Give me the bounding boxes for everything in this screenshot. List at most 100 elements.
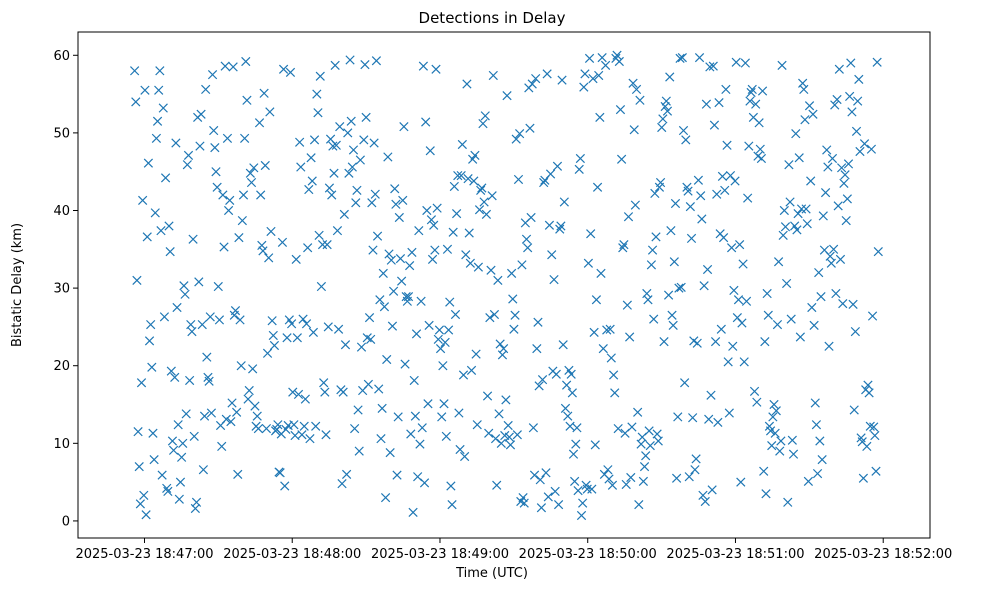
data-point [151, 133, 162, 143]
data-point [521, 234, 532, 244]
data-point [311, 421, 321, 431]
data-point [578, 498, 588, 508]
data-point [518, 493, 528, 503]
data-point [658, 114, 668, 124]
data-point [382, 354, 392, 365]
data-point [663, 290, 674, 300]
data-point [267, 316, 277, 326]
data-point [132, 275, 142, 285]
data-point [534, 381, 544, 391]
data-point [777, 60, 787, 70]
data-point [600, 60, 611, 70]
y-tick-label: 40 [53, 204, 70, 219]
data-point [464, 228, 474, 238]
data-point [859, 139, 870, 149]
data-point [621, 479, 631, 490]
data-point [133, 427, 143, 437]
data-point [662, 106, 673, 116]
data-point [317, 240, 328, 250]
data-point [702, 264, 713, 275]
data-point [618, 243, 628, 253]
data-point [226, 416, 236, 427]
data-point [677, 52, 687, 63]
data-point [387, 321, 398, 331]
data-point [644, 426, 654, 436]
data-point [802, 219, 812, 229]
data-point [360, 59, 370, 70]
data-point [655, 177, 666, 188]
data-point [338, 387, 348, 397]
data-point [696, 191, 706, 201]
data-point [488, 70, 498, 81]
data-point [714, 97, 724, 108]
data-point [836, 163, 847, 173]
data-point [552, 161, 563, 171]
data-point [234, 233, 244, 243]
data-point [721, 84, 731, 95]
data-point [671, 473, 682, 483]
data-point [700, 496, 710, 507]
data-point [584, 53, 595, 64]
data-point [152, 116, 163, 126]
data-point [615, 104, 626, 115]
data-point [511, 134, 521, 144]
data-point [755, 144, 765, 154]
data-point [179, 281, 189, 291]
data-point [157, 470, 167, 480]
data-point [698, 490, 708, 500]
data-point [724, 408, 734, 418]
data-point [820, 188, 831, 198]
data-point [189, 431, 199, 441]
data-point [707, 485, 717, 495]
data-point [666, 226, 676, 236]
data-point [674, 283, 684, 293]
data-point [236, 361, 246, 371]
data-point [587, 484, 597, 494]
data-point [337, 479, 347, 489]
data-point [307, 176, 317, 186]
data-point [472, 420, 482, 430]
data-point [223, 205, 234, 216]
data-point [854, 74, 864, 84]
data-point [474, 205, 485, 215]
data-point [455, 444, 465, 455]
data-point [140, 85, 150, 95]
data-point [785, 197, 795, 207]
data-point [604, 474, 614, 484]
data-point [403, 292, 414, 302]
y-tick-label: 20 [53, 359, 70, 374]
data-point [346, 116, 356, 126]
data-point [385, 448, 395, 458]
data-point [533, 317, 543, 327]
data-point [541, 468, 551, 478]
data-point [826, 258, 836, 268]
y-tick-label: 30 [53, 282, 70, 297]
data-point [398, 195, 408, 206]
data-point [675, 53, 685, 64]
data-point [839, 178, 849, 188]
data-point [422, 205, 432, 216]
data-point [867, 311, 878, 321]
data-point [168, 445, 179, 455]
data-point [558, 340, 568, 350]
data-point [756, 153, 767, 164]
data-point [808, 109, 818, 119]
data-point [801, 204, 811, 214]
data-point [231, 407, 242, 417]
data-point [639, 461, 650, 472]
data-point [188, 234, 198, 244]
data-point [713, 417, 723, 427]
data-point [478, 118, 488, 129]
data-point [265, 107, 275, 117]
data-point [425, 146, 435, 156]
data-point [228, 62, 238, 72]
data-point [162, 483, 172, 493]
data-point [555, 224, 565, 234]
data-point [779, 205, 789, 216]
data-point [649, 314, 659, 324]
data-point [788, 449, 799, 459]
data-point [430, 245, 440, 255]
data-point [865, 421, 875, 431]
data-point [855, 146, 865, 157]
data-point [722, 140, 732, 150]
